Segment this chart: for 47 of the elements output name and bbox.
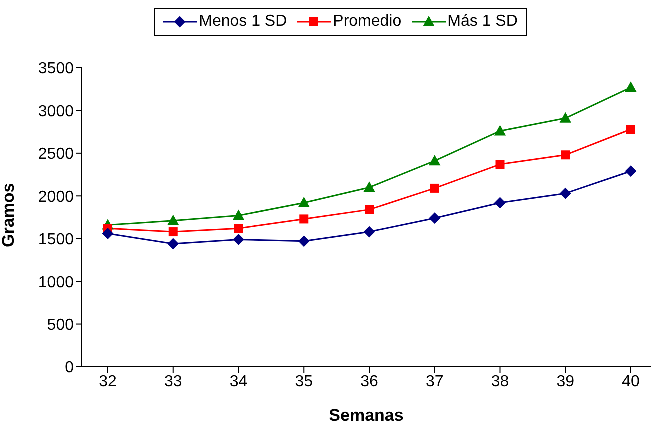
x-tick-label: 35 — [295, 373, 314, 390]
point — [429, 156, 440, 166]
y-tick-label: 3000 — [38, 103, 74, 120]
point — [102, 228, 114, 240]
y-axis-title: Gramos — [0, 183, 18, 248]
y-tick-label: 0 — [65, 360, 74, 377]
point — [626, 82, 636, 92]
y-tick-label: 1500 — [38, 232, 74, 249]
point — [300, 214, 309, 224]
point — [429, 212, 440, 224]
y-tick-label: 1000 — [38, 274, 74, 292]
point — [561, 150, 570, 160]
legend-label: Menos 1 SD — [199, 13, 288, 31]
y-tick-label: 500 — [47, 316, 74, 334]
x-axis-title: Semanas — [329, 406, 404, 425]
point — [168, 238, 179, 250]
point — [364, 226, 375, 238]
x-tick-label: 36 — [360, 373, 378, 390]
point — [496, 160, 505, 170]
y-tick-label: 3500 — [38, 60, 74, 78]
point — [365, 205, 374, 214]
y-tick-label: 2500 — [38, 146, 74, 164]
point — [560, 188, 572, 200]
point — [364, 182, 375, 192]
point — [168, 215, 179, 226]
point — [626, 166, 636, 177]
point — [298, 236, 310, 247]
x-tick-label: 33 — [164, 373, 182, 390]
point — [494, 126, 506, 136]
point — [298, 197, 310, 208]
point — [233, 210, 244, 220]
x-tick-label: 32 — [99, 373, 117, 390]
x-tick-label: 39 — [556, 373, 575, 390]
point — [560, 112, 572, 123]
point — [494, 197, 506, 208]
x-tick-label: 34 — [230, 373, 248, 390]
y-tick-label: 2000 — [38, 188, 74, 206]
x-tick-label: 40 — [622, 373, 640, 390]
point — [234, 224, 244, 234]
point — [233, 234, 244, 246]
legend-label: Promedio — [333, 13, 402, 31]
x-tick-label: 37 — [426, 373, 444, 390]
point — [430, 184, 440, 193]
legend-label: Más 1 SD — [448, 13, 518, 31]
point — [626, 125, 636, 134]
x-tick-label: 38 — [491, 373, 510, 390]
point — [168, 228, 178, 237]
